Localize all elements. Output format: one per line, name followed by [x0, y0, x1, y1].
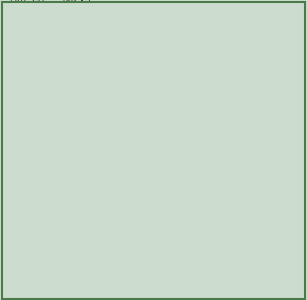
- Bar: [250, 61, 286, 71]
- Bar: [55, 95, 91, 129]
- Text: 50 days: 50 days: [183, 224, 216, 232]
- Bar: [162, 220, 177, 238]
- Text: 90 days: 90 days: [246, 224, 279, 232]
- Bar: [55, 70, 91, 95]
- Bar: [250, 71, 286, 82]
- Bar: [185, 58, 221, 69]
- Text: 15 days: 15 days: [42, 224, 75, 232]
- Bar: [21, 220, 36, 238]
- Bar: [120, 66, 156, 81]
- Bar: [185, 69, 221, 83]
- Bar: [185, 83, 221, 104]
- Text: Fig 3: Gas production from straw and grass with dif-
ferent pre-treatments.: Fig 3: Gas production from straw and gra…: [18, 246, 237, 267]
- Text: 30 days: 30 days: [111, 224, 144, 232]
- Text: Litre CH: Litre CH: [10, 0, 44, 4]
- Text: 4: 4: [57, 4, 61, 10]
- Bar: [90, 220, 106, 238]
- Text: 350: 350: [10, 11, 26, 20]
- Text: /kg VS: /kg VS: [63, 0, 91, 4]
- Bar: [250, 100, 286, 201]
- Bar: [120, 55, 156, 66]
- Bar: [55, 60, 91, 70]
- Bar: [226, 220, 241, 238]
- Bar: [55, 129, 91, 201]
- Bar: [120, 100, 156, 201]
- Bar: [185, 103, 221, 201]
- Bar: [250, 82, 286, 100]
- Bar: [120, 81, 156, 100]
